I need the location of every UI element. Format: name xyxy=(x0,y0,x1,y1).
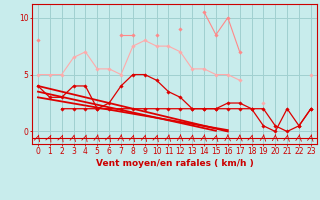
X-axis label: Vent moyen/en rafales ( km/h ): Vent moyen/en rafales ( km/h ) xyxy=(96,159,253,168)
